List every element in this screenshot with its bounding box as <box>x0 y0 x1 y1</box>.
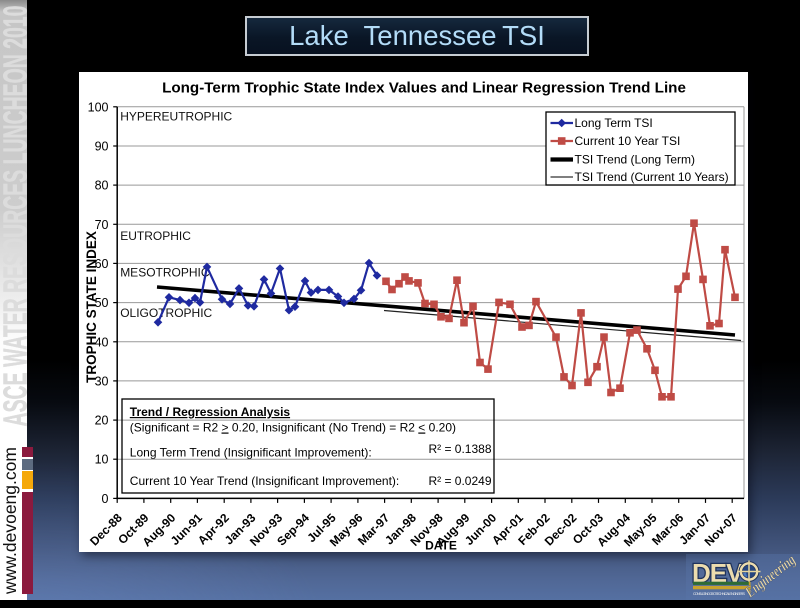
svg-text:TSI Trend (Current 10 Years): TSI Trend (Current 10 Years) <box>575 170 729 184</box>
svg-text:Long-Term Trophic State Index: Long-Term Trophic State Index Values and… <box>162 80 686 97</box>
svg-text:Current 10 Year TSI: Current 10 Year TSI <box>575 134 681 148</box>
svg-text:70: 70 <box>95 218 109 232</box>
svg-text:Dec-88: Dec-88 <box>87 510 125 548</box>
svg-text:30: 30 <box>95 374 109 388</box>
svg-text:20: 20 <box>95 414 109 428</box>
svg-text:HYPEREUTROPHIC: HYPEREUTROPHIC <box>120 110 232 124</box>
svg-text:100: 100 <box>88 100 109 114</box>
svg-text:10: 10 <box>95 453 109 467</box>
svg-text:Current 10 Year Trend (Insigni: Current 10 Year Trend (Insignificant Imp… <box>130 474 399 488</box>
svg-text:80: 80 <box>95 179 109 193</box>
svg-text:MESOTROPHIC: MESOTROPHIC <box>120 266 210 280</box>
svg-text:DATE: DATE <box>425 539 457 553</box>
svg-text:50: 50 <box>95 296 109 310</box>
svg-text:Long Term Trend (Insignificant: Long Term Trend (Insignificant Improveme… <box>130 446 372 460</box>
svg-text:EUTROPHIC: EUTROPHIC <box>120 229 191 243</box>
svg-text:CONSULTING GEOTECHNICAL ENGINE: CONSULTING GEOTECHNICAL ENGINEERS <box>693 592 746 596</box>
svg-text:(Significant = R2 > 0.20, Insi: (Significant = R2 > 0.20, Insignificant … <box>130 421 456 435</box>
svg-text:R² = 0.1388: R² = 0.1388 <box>428 442 491 456</box>
svg-text:90: 90 <box>95 140 109 154</box>
svg-text:OLIGOTROPHIC: OLIGOTROPHIC <box>120 306 212 320</box>
svg-text:TSI Trend (Long Term): TSI Trend (Long Term) <box>575 153 696 167</box>
svg-text:R² = 0.0249: R² = 0.0249 <box>428 474 491 488</box>
svg-text:Trend / Regression Analysis: Trend / Regression Analysis <box>130 405 291 419</box>
svg-text:60: 60 <box>95 257 109 271</box>
svg-text:Long Term TSI: Long Term TSI <box>575 116 653 130</box>
svg-text:0: 0 <box>102 492 109 506</box>
svg-text:TROPHIC STATE INDEX: TROPHIC STATE INDEX <box>84 231 99 383</box>
svg-text:40: 40 <box>95 335 109 349</box>
